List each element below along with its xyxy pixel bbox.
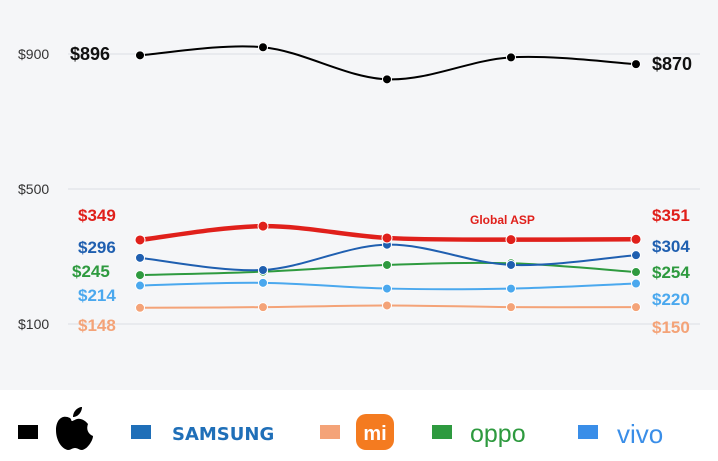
- data-point-apple-4: [506, 52, 516, 63]
- mi-logo-icon: mi: [356, 414, 394, 450]
- data-point-oppo-5: [631, 267, 641, 278]
- data-point-xiaomi-4: [506, 302, 516, 313]
- end-labels: $148 $150 $214 $220 $245 $254 $296 $304 $349 $351…: [70, 44, 692, 337]
- data-point-apple-2: [258, 42, 268, 53]
- end-label-xiaomi: $150: [652, 318, 690, 337]
- end-label-apple: $870: [652, 54, 692, 74]
- data-point-vivo-2: [258, 277, 268, 288]
- data-point-xiaomi-2: [258, 302, 268, 313]
- end-label-oppo: $254: [652, 263, 690, 282]
- data-point-samsung-5: [631, 250, 641, 261]
- end-label-vivo: $220: [652, 290, 690, 309]
- legend-swatch-oppo: [432, 425, 452, 439]
- legend-swatch-apple: [18, 425, 38, 439]
- data-point-xiaomi-1: [135, 302, 145, 313]
- data-point-xiaomi-3: [382, 300, 392, 311]
- data-point-vivo-1: [135, 280, 145, 291]
- y-tick-label: $100: [18, 316, 49, 332]
- data-point-global-5: [630, 233, 642, 245]
- data-point-samsung-1: [135, 252, 145, 263]
- y-tick-label: $500: [18, 181, 49, 197]
- series-lines: [134, 42, 642, 313]
- data-point-global-1: [134, 234, 146, 246]
- y-tick-label: $900: [18, 46, 49, 62]
- grid-lines: [68, 53, 700, 325]
- mi-logo-text: mi: [363, 423, 386, 445]
- data-point-global-2: [257, 220, 269, 232]
- start-label-samsung: $296: [78, 238, 116, 257]
- legend-swatch-samsung: [131, 425, 151, 439]
- data-point-oppo-3: [382, 259, 392, 270]
- apple-logo-icon: [56, 407, 93, 450]
- data-point-vivo-4: [506, 283, 516, 294]
- end-label-global: $351: [652, 206, 690, 225]
- start-label-xiaomi: $148: [78, 316, 116, 335]
- end-label-samsung: $304: [652, 237, 690, 256]
- data-point-global-4: [505, 234, 517, 246]
- legend: SAMSUNG mi oppo vivo: [18, 407, 663, 450]
- data-point-apple-3: [382, 74, 392, 85]
- global-asp-annotation: Global ASP: [470, 213, 535, 227]
- data-point-samsung-4: [506, 259, 516, 270]
- legend-label-oppo: oppo: [470, 420, 526, 448]
- legend-label-vivo: vivo: [617, 419, 663, 449]
- start-label-global: $349: [78, 206, 116, 225]
- data-point-apple-5: [631, 59, 641, 70]
- data-point-samsung-2: [258, 265, 268, 275]
- data-point-xiaomi-5: [631, 302, 641, 313]
- start-label-vivo: $214: [78, 286, 116, 305]
- data-point-vivo-5: [631, 278, 641, 289]
- start-label-oppo: $245: [72, 262, 110, 281]
- legend-swatch-xiaomi: [320, 425, 340, 439]
- y-axis: $900 $500 $100: [18, 46, 49, 332]
- legend-label-samsung: SAMSUNG: [172, 424, 274, 445]
- start-label-apple: $896: [70, 44, 110, 64]
- data-point-oppo-1: [135, 270, 145, 281]
- data-point-vivo-3: [382, 283, 392, 294]
- data-point-global-3: [381, 232, 393, 244]
- data-point-apple-1: [135, 50, 145, 61]
- legend-swatch-vivo: [578, 425, 598, 439]
- plot-background: [0, 0, 718, 390]
